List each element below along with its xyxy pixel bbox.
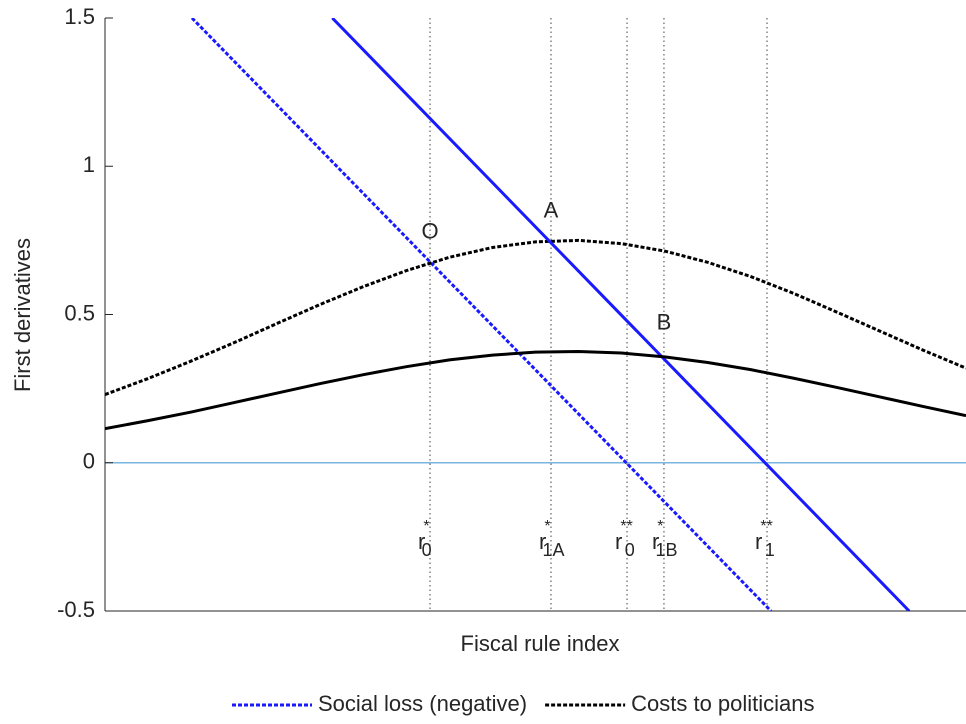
series-line [331, 18, 911, 611]
marker-label-sub: 1B [656, 540, 678, 560]
y-tick-label: 1.5 [64, 4, 95, 29]
marker-label-sup: * [423, 518, 429, 535]
y-axis-label: First derivatives [10, 238, 35, 392]
marker-label-sup: * [657, 518, 663, 535]
marker-label: r* 1A [539, 518, 565, 560]
point-label: A [544, 198, 559, 223]
marker-label-sup: * [544, 518, 550, 535]
series-line [190, 18, 773, 611]
marker-label-base: r [418, 529, 425, 554]
x-axis-label: Fiscal rule index [461, 631, 620, 656]
marker-label-sub: 0 [625, 540, 635, 560]
y-tick-label: 0 [83, 449, 95, 474]
marker-label-sup: ** [760, 518, 772, 535]
point-label: O [421, 218, 438, 243]
marker-label-sup: ** [620, 518, 632, 535]
marker-label: r** 1 [755, 518, 775, 560]
marker-label-base: r [652, 529, 659, 554]
y-tick-label: 1 [83, 152, 95, 177]
marker-label-sub: 0 [422, 540, 432, 560]
marker-label-sub: 1A [543, 540, 565, 560]
marker-label-base: r [539, 529, 546, 554]
series-line [105, 238, 966, 396]
marker-label-base: r [615, 529, 622, 554]
point-label: B [657, 310, 672, 335]
marker-label: r* 0 [418, 518, 432, 560]
marker-label: r** 0 [615, 518, 635, 560]
legend-label: Costs to politicians [631, 691, 814, 716]
marker-label: r* 1B [652, 518, 678, 560]
marker-label-sub: 1 [765, 540, 775, 560]
legend-label: Social loss (negative) [318, 691, 527, 716]
series-line [105, 350, 966, 431]
y-tick-label: -0.5 [57, 597, 95, 622]
marker-label-base: r [755, 529, 762, 554]
y-tick-label: 0.5 [64, 300, 95, 325]
